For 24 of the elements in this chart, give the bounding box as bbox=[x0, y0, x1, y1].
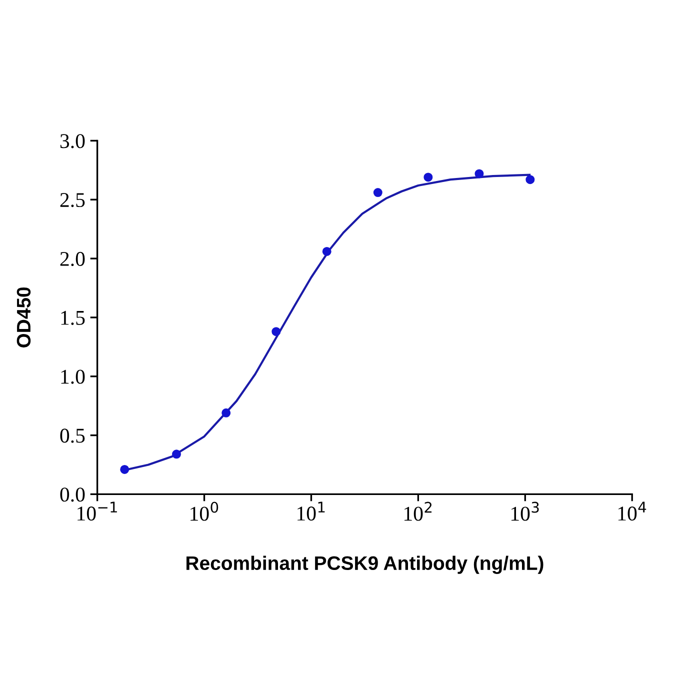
point bbox=[222, 408, 231, 418]
y-tick-label: 1.5 bbox=[61, 310, 85, 325]
x-tick-label: 10$^{4}$ bbox=[618, 502, 646, 521]
x-tick-label: 10$^{3}$ bbox=[511, 502, 539, 521]
point bbox=[526, 175, 535, 184]
point bbox=[322, 246, 332, 256]
x-tick-label: 10$^{1}$ bbox=[298, 502, 325, 521]
x-tick-label: 10$^{0}$ bbox=[190, 502, 218, 521]
x-axis-title: Recombinant PCSK9 Antibody (ng/mL) bbox=[186, 556, 544, 574]
y-tick-label: 0.0 bbox=[60, 488, 85, 502]
point bbox=[272, 327, 281, 336]
point bbox=[172, 450, 181, 459]
y-tick-label: 3.0 bbox=[60, 134, 85, 148]
y-tick-label: 2.5 bbox=[60, 193, 85, 208]
point bbox=[474, 169, 484, 178]
y-tick-label: 2.0 bbox=[60, 252, 85, 266]
y-tick-label: 1.0 bbox=[61, 370, 85, 384]
x-tick-label: 10$^{2}$ bbox=[404, 502, 432, 521]
x-tick-label: 10$^{−1}$ bbox=[78, 502, 117, 521]
point bbox=[120, 464, 130, 474]
y-axis-title: OD450 bbox=[16, 287, 31, 348]
point bbox=[373, 188, 382, 198]
point bbox=[424, 172, 433, 182]
y-tick-label: 0.5 bbox=[60, 428, 85, 443]
